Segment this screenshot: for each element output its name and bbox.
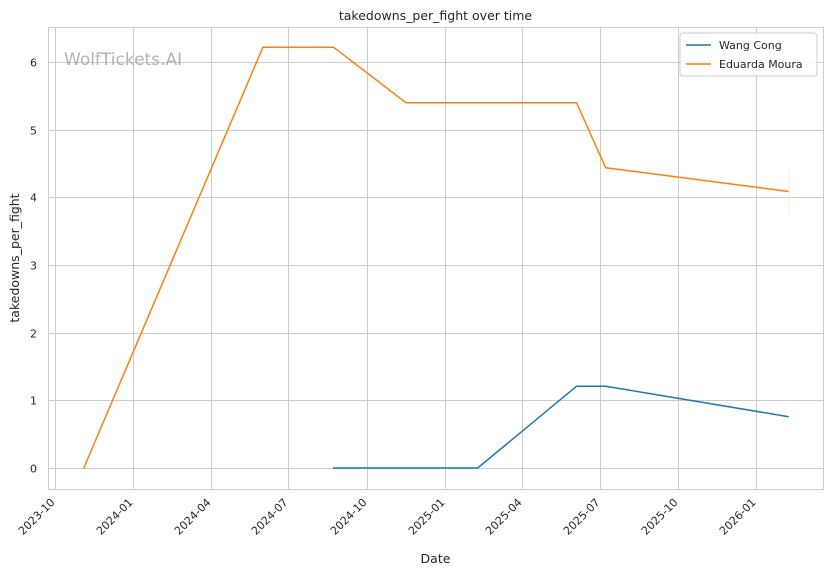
y-tick-label: 2 — [30, 328, 37, 341]
y-tick-label: 0 — [30, 463, 37, 476]
legend-items: Wang Cong Eduarda Moura — [686, 39, 803, 71]
chart-title: takedowns_per_fight over time — [339, 8, 533, 23]
watermark: WolfTickets.AI — [64, 50, 182, 70]
y-tick-label: 6 — [30, 57, 37, 70]
legend-label: Eduarda Moura — [719, 58, 803, 71]
series-lines — [82, 46, 789, 469]
plot-area-frame — [48, 27, 824, 490]
legend-label: Wang Cong — [719, 39, 782, 52]
y-tick-label: 3 — [30, 260, 37, 273]
y-tick-label: 1 — [30, 395, 37, 408]
grid — [48, 27, 823, 489]
y-tick-label: 4 — [30, 192, 37, 205]
legend: Wang Cong Eduarda Moura — [679, 32, 818, 77]
x-axis-label: Date — [421, 551, 451, 566]
series-line — [332, 385, 789, 469]
y-axis-label: takedowns_per_fight — [7, 193, 22, 322]
legend-frame — [679, 32, 818, 77]
series-line — [82, 46, 789, 469]
y-tick-label: 5 — [30, 125, 37, 138]
